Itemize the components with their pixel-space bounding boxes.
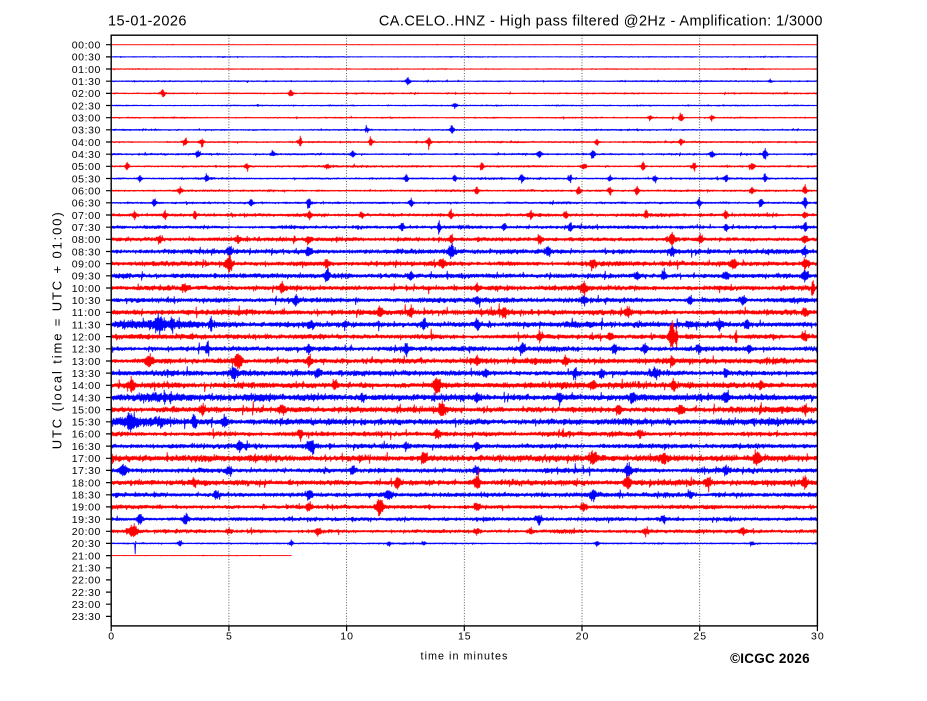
svg-text:04:00: 04:00	[72, 137, 101, 149]
svg-text:00:30: 00:30	[72, 52, 101, 64]
svg-text:03:00: 03:00	[72, 113, 101, 125]
svg-text:21:30: 21:30	[72, 563, 101, 575]
svg-text:10:30: 10:30	[72, 295, 101, 307]
svg-text:15-01-2026: 15-01-2026	[108, 13, 187, 29]
svg-text:©ICGC 2026: ©ICGC 2026	[730, 651, 810, 666]
svg-text:00:00: 00:00	[72, 40, 101, 52]
svg-text:14:00: 14:00	[72, 380, 101, 392]
svg-text:11:00: 11:00	[72, 307, 101, 319]
svg-text:11:30: 11:30	[72, 319, 101, 331]
svg-text:25: 25	[693, 630, 706, 642]
svg-text:23:30: 23:30	[72, 611, 101, 623]
svg-text:15:00: 15:00	[72, 404, 101, 416]
svg-text:08:00: 08:00	[72, 234, 101, 246]
svg-text:12:30: 12:30	[72, 344, 101, 356]
svg-text:20:30: 20:30	[72, 538, 101, 550]
svg-text:18:30: 18:30	[72, 490, 101, 502]
svg-text:10:00: 10:00	[72, 283, 101, 295]
svg-text:0: 0	[108, 630, 114, 642]
svg-text:05:00: 05:00	[72, 161, 101, 173]
svg-text:CA.CELO..HNZ - High pass filte: CA.CELO..HNZ - High pass filtered @2Hz -…	[379, 13, 823, 29]
svg-text:03:30: 03:30	[72, 125, 101, 137]
svg-text:5: 5	[226, 630, 232, 642]
svg-text:02:00: 02:00	[72, 88, 101, 100]
svg-text:time in minutes: time in minutes	[421, 650, 508, 662]
svg-text:13:30: 13:30	[72, 368, 101, 380]
svg-text:02:30: 02:30	[72, 100, 101, 112]
svg-text:13:00: 13:00	[72, 356, 101, 368]
svg-text:17:00: 17:00	[72, 453, 101, 465]
svg-text:15:30: 15:30	[72, 417, 101, 429]
svg-text:12:00: 12:00	[72, 331, 101, 343]
svg-text:10: 10	[340, 630, 353, 642]
svg-text:30: 30	[811, 630, 824, 642]
svg-text:07:00: 07:00	[72, 210, 101, 222]
svg-text:19:00: 19:00	[72, 502, 101, 514]
svg-text:22:00: 22:00	[72, 575, 101, 587]
svg-text:09:30: 09:30	[72, 271, 101, 283]
svg-text:01:00: 01:00	[72, 64, 101, 76]
svg-text:08:30: 08:30	[72, 246, 101, 258]
svg-text:18:00: 18:00	[72, 477, 101, 489]
svg-text:16:30: 16:30	[72, 441, 101, 453]
svg-text:23:00: 23:00	[72, 599, 101, 611]
svg-text:05:30: 05:30	[72, 173, 101, 185]
svg-text:07:30: 07:30	[72, 222, 101, 234]
svg-text:16:00: 16:00	[72, 429, 101, 441]
svg-text:15: 15	[458, 630, 471, 642]
svg-text:04:30: 04:30	[72, 149, 101, 161]
svg-text:22:30: 22:30	[72, 587, 101, 599]
svg-text:21:00: 21:00	[72, 550, 101, 562]
svg-text:UTC (local time = UTC + 01:00): UTC (local time = UTC + 01:00)	[49, 212, 64, 449]
svg-text:20:00: 20:00	[72, 526, 101, 538]
svg-text:19:30: 19:30	[72, 514, 101, 526]
svg-text:06:30: 06:30	[72, 198, 101, 210]
svg-text:14:30: 14:30	[72, 392, 101, 404]
svg-text:20: 20	[576, 630, 589, 642]
svg-text:06:00: 06:00	[72, 186, 101, 198]
svg-text:01:30: 01:30	[72, 76, 101, 88]
svg-text:17:30: 17:30	[72, 465, 101, 477]
svg-text:09:00: 09:00	[72, 259, 101, 271]
